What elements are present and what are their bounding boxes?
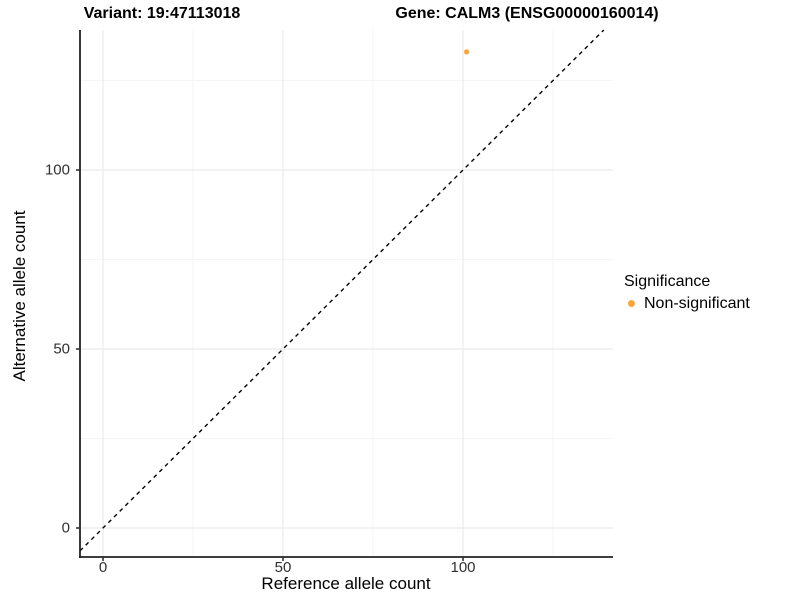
y-tick-label-50: 50 bbox=[53, 340, 70, 358]
data-point bbox=[464, 49, 470, 55]
x-tick-label-0: 0 bbox=[98, 559, 108, 576]
legend: Significance Non-significant bbox=[624, 272, 750, 313]
legend-entry: Non-significant bbox=[624, 294, 750, 313]
x-tick-label-100: 100 bbox=[450, 559, 476, 576]
y-axis-label: Alternative allele count bbox=[10, 210, 29, 382]
y-tick-label-100: 100 bbox=[44, 161, 70, 179]
x-axis-label: Reference allele count bbox=[261, 574, 431, 593]
x-tick-label-50: 50 bbox=[274, 559, 292, 576]
legend-title: Significance bbox=[624, 273, 711, 290]
legend-point-icon bbox=[628, 300, 635, 307]
plot-title-gene: Gene: CALM3 (ENSG00000160014) bbox=[395, 5, 659, 22]
legend-entry-label: Non-significant bbox=[644, 295, 750, 312]
identity-line bbox=[79, 29, 605, 552]
plot-title-variant: Variant: 19:47113018 bbox=[83, 5, 241, 22]
y-tick-label-0: 0 bbox=[61, 519, 70, 537]
